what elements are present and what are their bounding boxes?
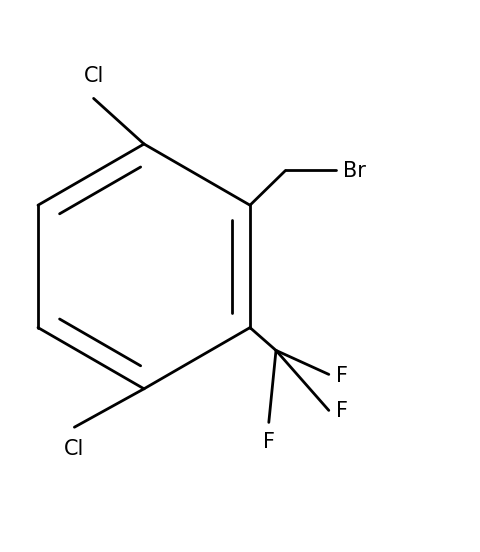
Text: F: F [336,366,348,386]
Text: Cl: Cl [64,439,84,459]
Text: F: F [263,432,275,452]
Text: Cl: Cl [84,66,104,87]
Text: F: F [336,401,348,421]
Text: Br: Br [343,161,366,182]
